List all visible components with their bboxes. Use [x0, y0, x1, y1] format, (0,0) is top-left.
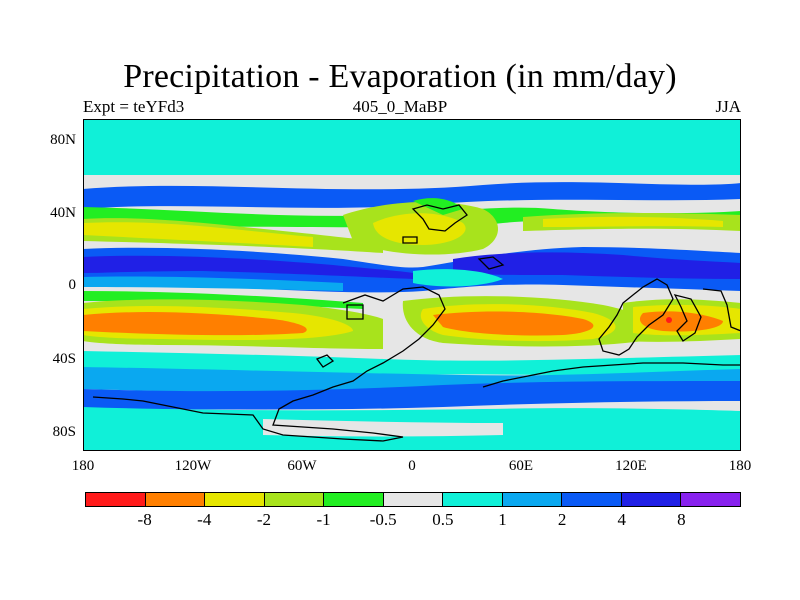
colorbar-swatch-10 — [681, 493, 741, 506]
lat-tick-40s: 40S — [52, 351, 76, 367]
colorbar-swatch-1 — [145, 493, 206, 506]
colorbar-swatch-2 — [205, 493, 265, 506]
colorbar-swatch-3 — [264, 493, 325, 506]
colorbar-swatch-4 — [324, 493, 384, 506]
north-continent-outline — [411, 204, 468, 232]
colorbar-swatch-8 — [562, 493, 622, 506]
colorbar — [85, 492, 741, 507]
colorbar-label: -4 — [197, 510, 212, 529]
experiment-label: Expt = teYFd3 — [83, 97, 185, 116]
lon-tick-180w: 180 — [71, 458, 95, 474]
precip-evap-map — [83, 119, 741, 451]
lon-tick-0: 0 — [408, 458, 416, 474]
dry-core-pacific — [83, 312, 307, 336]
colorbar-swatch-5 — [383, 493, 444, 506]
lon-tick-120w: 120W — [174, 458, 212, 474]
lon-tick-60w: 60W — [287, 458, 317, 474]
colorbar-swatch-9 — [621, 493, 682, 506]
colorbar-label: -2 — [256, 510, 271, 529]
lon-tick-180e: 180 — [728, 458, 752, 474]
period-label: 405_0_MaBP — [352, 97, 448, 116]
lon-tick-120e: 120E — [615, 458, 647, 474]
colorbar-swatch-6 — [443, 493, 503, 506]
colorbar-label: 0.5 — [432, 510, 454, 529]
band-north-polar — [83, 119, 741, 175]
lat-tick-80n: 80N — [50, 132, 76, 148]
season-label: JJA — [715, 97, 741, 116]
south-continent-outline — [92, 286, 446, 442]
colorbar-label: -0.5 — [369, 510, 397, 529]
lat-tick-80s: 80S — [52, 424, 76, 440]
lat-tick-40n: 40N — [50, 205, 76, 221]
colorbar-label: -8 — [137, 510, 152, 529]
colorbar-label: 4 — [617, 510, 626, 529]
colorbar-label: 2 — [557, 510, 567, 529]
colorbar-swatch-7 — [502, 493, 563, 506]
lon-tick-60e: 60E — [508, 458, 534, 474]
dry-core-atlantic — [433, 311, 594, 336]
lat-tick-0: 0 — [68, 277, 77, 293]
colorbar-label: -1 — [316, 510, 331, 529]
plot-title: Precipitation - Evaporation (in mm/day) — [123, 58, 677, 95]
colorbar-swatch-0 — [86, 493, 146, 506]
colorbar-label: 8 — [677, 510, 686, 529]
colorbar-label: 1 — [498, 510, 507, 529]
